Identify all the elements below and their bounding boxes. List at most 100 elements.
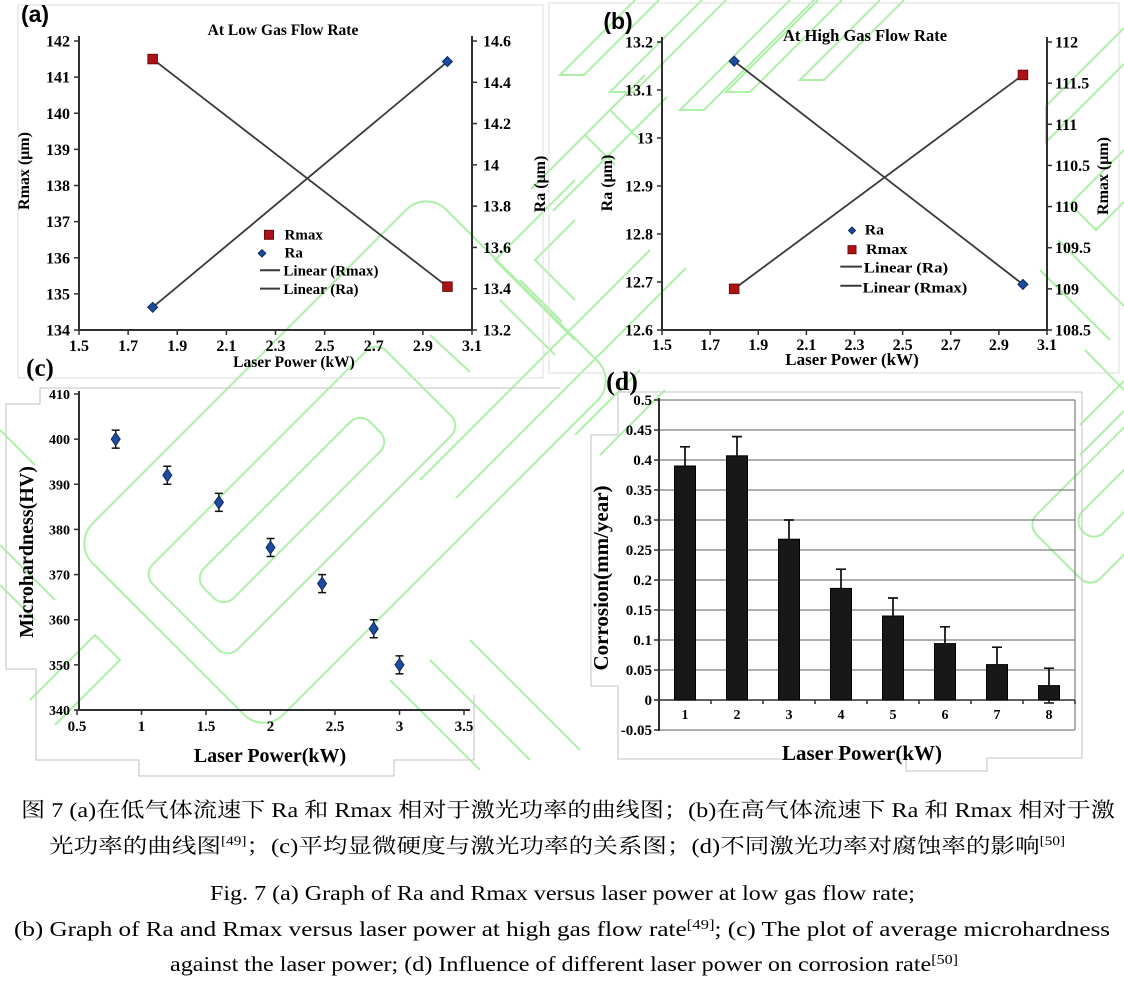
svg-text:1.7: 1.7 <box>118 338 138 355</box>
svg-text:(b): (b) <box>603 8 632 34</box>
svg-text:112: 112 <box>1055 35 1078 52</box>
svg-text:2.3: 2.3 <box>845 337 865 354</box>
svg-text:1: 1 <box>138 719 146 735</box>
svg-text:1.5: 1.5 <box>652 337 672 354</box>
svg-text:110.5: 110.5 <box>1055 158 1090 175</box>
svg-text:Linear (Ra): Linear (Ra) <box>283 282 358 298</box>
svg-text:1.9: 1.9 <box>167 338 187 355</box>
svg-text:Ra (μm): Ra (μm) <box>599 155 616 212</box>
svg-text:3.1: 3.1 <box>1037 337 1057 354</box>
svg-text:0.05: 0.05 <box>626 663 652 679</box>
svg-text:(d): (d) <box>606 367 638 396</box>
svg-text:14.4: 14.4 <box>483 75 511 92</box>
svg-text:14.2: 14.2 <box>483 116 511 133</box>
svg-text:Ra: Ra <box>865 223 885 239</box>
svg-text:Rmax: Rmax <box>866 242 908 258</box>
svg-text:350: 350 <box>49 659 70 674</box>
svg-text:Ra: Ra <box>285 245 304 261</box>
svg-text:Rmax (μm): Rmax (μm) <box>1095 137 1112 215</box>
svg-text:Linear (Rmax): Linear (Rmax) <box>283 264 378 280</box>
svg-text:12.7: 12.7 <box>625 275 653 292</box>
svg-text:0.1: 0.1 <box>633 633 652 649</box>
svg-text:340: 340 <box>49 704 70 719</box>
svg-text:109: 109 <box>1055 281 1079 298</box>
svg-text:13.2: 13.2 <box>483 323 511 340</box>
svg-text:135: 135 <box>46 286 70 303</box>
svg-text:Linear (Ra): Linear (Ra) <box>864 260 948 276</box>
svg-text:0.3: 0.3 <box>633 513 652 529</box>
svg-text:At High Gas Flow Rate: At High Gas Flow Rate <box>783 26 947 45</box>
svg-text:14.6: 14.6 <box>483 34 511 51</box>
svg-text:12.6: 12.6 <box>625 323 653 340</box>
svg-text:13: 13 <box>637 131 653 148</box>
svg-text:Rmax (μm): Rmax (μm) <box>16 132 33 210</box>
svg-text:against the laser power; (d) I: against the laser power; (d) Influence o… <box>170 952 958 976</box>
svg-text:134: 134 <box>46 323 70 340</box>
svg-text:3.1: 3.1 <box>462 338 482 355</box>
svg-text:2.5: 2.5 <box>326 719 345 735</box>
svg-text:0.15: 0.15 <box>626 603 652 619</box>
svg-text:(a): (a) <box>21 1 49 27</box>
svg-text:2.3: 2.3 <box>266 338 286 355</box>
svg-text:Laser Power(kW): Laser Power(kW) <box>194 745 346 767</box>
svg-text:110: 110 <box>1055 199 1078 216</box>
svg-text:108.5: 108.5 <box>1055 323 1091 340</box>
svg-text:8: 8 <box>1046 708 1053 723</box>
svg-text:0.25: 0.25 <box>626 543 652 559</box>
svg-text:At Low Gas Flow Rate: At Low Gas Flow Rate <box>208 22 359 39</box>
svg-text:13.4: 13.4 <box>483 281 511 298</box>
svg-text:Rmax: Rmax <box>285 227 324 243</box>
svg-text:137: 137 <box>46 214 70 231</box>
svg-text:0.5: 0.5 <box>633 393 652 409</box>
svg-text:3: 3 <box>786 708 793 723</box>
svg-text:13.1: 13.1 <box>625 83 653 100</box>
svg-text:0.35: 0.35 <box>626 483 652 499</box>
svg-text:13.6: 13.6 <box>483 240 511 257</box>
svg-text:400: 400 <box>49 433 70 448</box>
svg-text:410: 410 <box>49 388 70 403</box>
svg-text:7: 7 <box>994 708 1001 723</box>
svg-text:Laser Power (kW): Laser Power (kW) <box>233 354 355 371</box>
svg-text:0.45: 0.45 <box>626 423 652 439</box>
svg-text:1.5: 1.5 <box>69 338 89 355</box>
svg-text:360: 360 <box>49 614 70 629</box>
svg-text:12.8: 12.8 <box>625 227 653 244</box>
svg-text:13.2: 13.2 <box>625 35 653 52</box>
svg-text:2.7: 2.7 <box>941 337 961 354</box>
svg-text:139: 139 <box>46 142 70 159</box>
svg-text:1.9: 1.9 <box>748 337 768 354</box>
svg-text:2.1: 2.1 <box>796 337 816 354</box>
svg-text:2.9: 2.9 <box>413 338 433 355</box>
svg-text:(c): (c) <box>26 355 54 382</box>
svg-text:Fig. 7 (a) Graph of Ra and Rma: Fig. 7 (a) Graph of Ra and Rmax versus l… <box>210 881 915 905</box>
svg-text:136: 136 <box>46 250 70 267</box>
svg-text:3.5: 3.5 <box>455 719 474 735</box>
svg-text:2.9: 2.9 <box>989 337 1009 354</box>
svg-text:2: 2 <box>267 719 275 735</box>
svg-text:390: 390 <box>49 478 70 493</box>
svg-text:14: 14 <box>483 157 499 174</box>
svg-text:1.5: 1.5 <box>197 719 216 735</box>
svg-text:0.2: 0.2 <box>633 573 652 589</box>
svg-text:0.4: 0.4 <box>633 453 652 469</box>
svg-text:-0.05: -0.05 <box>621 723 652 739</box>
svg-text:Laser Power (kW): Laser Power (kW) <box>785 350 918 369</box>
svg-text:Laser Power(kW): Laser Power(kW) <box>782 741 942 765</box>
svg-text:4: 4 <box>838 708 845 723</box>
svg-text:5: 5 <box>890 708 897 723</box>
svg-text:6: 6 <box>942 708 949 723</box>
svg-text:109.5: 109.5 <box>1055 240 1091 257</box>
svg-text:2.7: 2.7 <box>364 338 384 355</box>
svg-text:Microhardness(HV): Microhardness(HV) <box>16 466 38 638</box>
svg-text:111: 111 <box>1055 117 1077 134</box>
svg-text:Corrosion(mm/year): Corrosion(mm/year) <box>589 485 613 670</box>
svg-text:141: 141 <box>46 70 70 87</box>
svg-text:(b) Graph of Ra and Rmax versu: (b) Graph of Ra and Rmax versus laser po… <box>14 917 1110 941</box>
svg-text:140: 140 <box>46 106 70 123</box>
svg-text:0: 0 <box>645 693 653 709</box>
svg-text:3: 3 <box>396 719 404 735</box>
svg-text:2.5: 2.5 <box>315 338 335 355</box>
svg-text:138: 138 <box>46 178 70 195</box>
svg-text:Ra (μm): Ra (μm) <box>532 156 549 213</box>
svg-text:142: 142 <box>46 34 70 51</box>
